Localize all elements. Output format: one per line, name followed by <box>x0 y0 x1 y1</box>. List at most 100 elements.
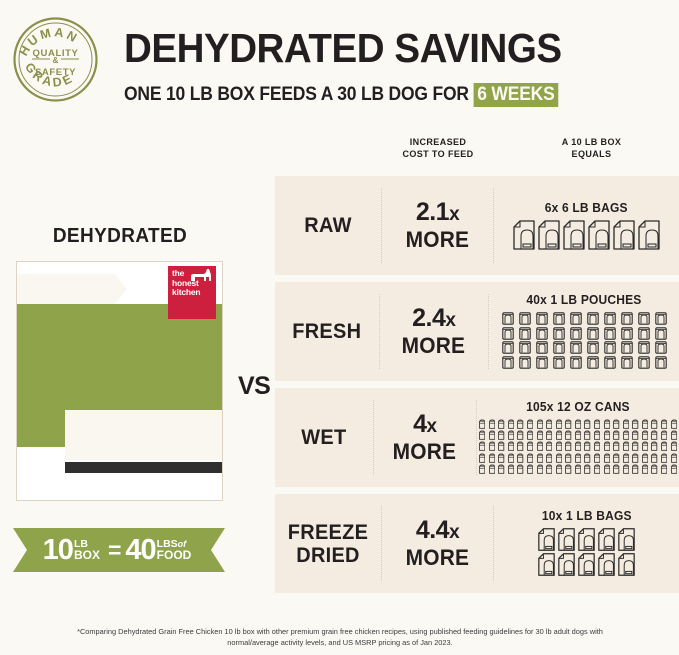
icon-cell <box>603 312 616 325</box>
row-equivalence: 6x 6 LB BAGS <box>494 176 679 275</box>
can-icon <box>565 430 572 440</box>
logo-line-1: the <box>172 268 185 278</box>
ribbon-equals: = <box>107 536 122 563</box>
can-icon <box>613 464 620 474</box>
icon-cell <box>517 441 524 452</box>
human-grade-badge: HUMAN GRADE QUALITY & SAFETY <box>8 12 103 107</box>
can-icon <box>546 430 553 440</box>
pouch-icon <box>569 326 582 340</box>
row-multiplier-more: MORE <box>393 438 457 464</box>
pouch-icon <box>552 326 565 340</box>
icon-cell <box>620 326 633 340</box>
icon-cell <box>538 553 555 576</box>
icon-cell <box>661 430 668 440</box>
icon-cell <box>603 419 610 429</box>
can-icon <box>651 419 658 429</box>
can-icon <box>517 419 524 429</box>
row-equivalence-caption: 10x 1 LB BAGS <box>541 509 632 523</box>
can-icon <box>546 441 553 452</box>
can-icon <box>670 453 677 463</box>
icon-cell <box>613 219 635 250</box>
pouch-icon <box>518 341 531 354</box>
bag-icon <box>588 219 610 250</box>
icon-cell <box>584 441 591 452</box>
pouch-icon <box>637 326 650 340</box>
pouch-icon <box>620 326 633 340</box>
icon-row <box>499 355 669 369</box>
can-icon <box>651 441 658 452</box>
row-equivalence-caption: 40x 1 LB POUCHES <box>526 293 642 307</box>
equivalence-ribbon: 10 LB BOX = 40 LBSof FOOD <box>13 528 225 572</box>
pouch-icon <box>535 312 548 325</box>
can-icon <box>574 430 582 440</box>
can-icon <box>527 441 534 452</box>
box-lower-panel <box>65 410 222 460</box>
row-equivalence: 105x 12 OZ CANS <box>477 388 679 487</box>
ribbon-qty: 10 <box>42 533 74 566</box>
icon-cell <box>642 441 649 452</box>
can-icon <box>536 441 543 452</box>
pouch-icon <box>552 341 565 354</box>
icon-cell <box>555 453 562 463</box>
pouch-icon <box>637 341 650 354</box>
can-icon <box>613 419 620 429</box>
row-divider <box>488 294 489 369</box>
can-icon <box>584 464 591 474</box>
icon-cell <box>613 453 620 463</box>
can-icon <box>603 419 610 429</box>
can-icon <box>622 453 629 463</box>
row-icon-grid <box>495 312 673 370</box>
can-icon <box>594 464 601 474</box>
can-icon <box>555 441 562 452</box>
ribbon-unit-of: of <box>177 539 187 549</box>
bag-icon <box>578 528 595 551</box>
can-icon <box>632 419 639 429</box>
icon-cell <box>552 355 565 369</box>
row-multiplier-more: MORE <box>405 226 470 252</box>
pouch-icon <box>654 326 667 340</box>
icon-cell <box>507 464 514 474</box>
bag-icon <box>558 553 575 576</box>
icon-cell <box>642 464 649 474</box>
honest-kitchen-logo: the honest kitchen <box>168 266 216 319</box>
icon-cell <box>558 553 575 576</box>
can-icon <box>584 419 591 429</box>
pouch-icon <box>535 341 548 354</box>
can-icon <box>642 441 649 452</box>
row-equivalence-caption: 6x 6 LB BAGS <box>544 200 628 215</box>
icon-cell <box>517 453 524 463</box>
can-icon <box>479 453 486 463</box>
can-icon <box>603 464 610 474</box>
row-multiplier: 4.4x MORE <box>382 494 493 593</box>
icon-cell <box>613 441 620 452</box>
icon-cell <box>637 326 650 340</box>
footnote: *Comparing Dehydrated Grain Free Chicken… <box>77 627 603 647</box>
icon-cell <box>637 341 650 354</box>
icon-cell <box>535 312 548 325</box>
can-icon <box>498 441 505 452</box>
icon-cell <box>518 326 531 340</box>
bag-icon <box>563 219 585 250</box>
icon-cell <box>670 441 677 452</box>
multiplier-number: 2.1 <box>415 197 450 226</box>
icon-cell <box>479 430 486 440</box>
bag-icon <box>578 553 595 576</box>
can-icon <box>613 430 620 440</box>
dog-silhouette-icon <box>191 269 211 281</box>
icon-cell <box>661 453 668 463</box>
pouch-icon <box>535 326 548 340</box>
can-icon <box>661 430 668 440</box>
can-icon <box>632 430 639 440</box>
multiplier-number: 4 <box>413 409 427 438</box>
logo-line-2: honest <box>172 277 199 288</box>
pouch-icon <box>620 312 633 325</box>
icon-cell <box>588 219 610 250</box>
comparison-row: WET 4x MORE 105x 12 OZ CANS <box>275 388 679 487</box>
icon-row <box>499 341 669 354</box>
page-title: DEHYDRATED SAVINGS <box>124 25 562 71</box>
icon-cell <box>574 453 582 463</box>
pouch-icon <box>654 355 667 369</box>
can-icon <box>622 419 629 429</box>
can-icon <box>527 419 534 429</box>
multiplier-x: x <box>449 203 460 225</box>
